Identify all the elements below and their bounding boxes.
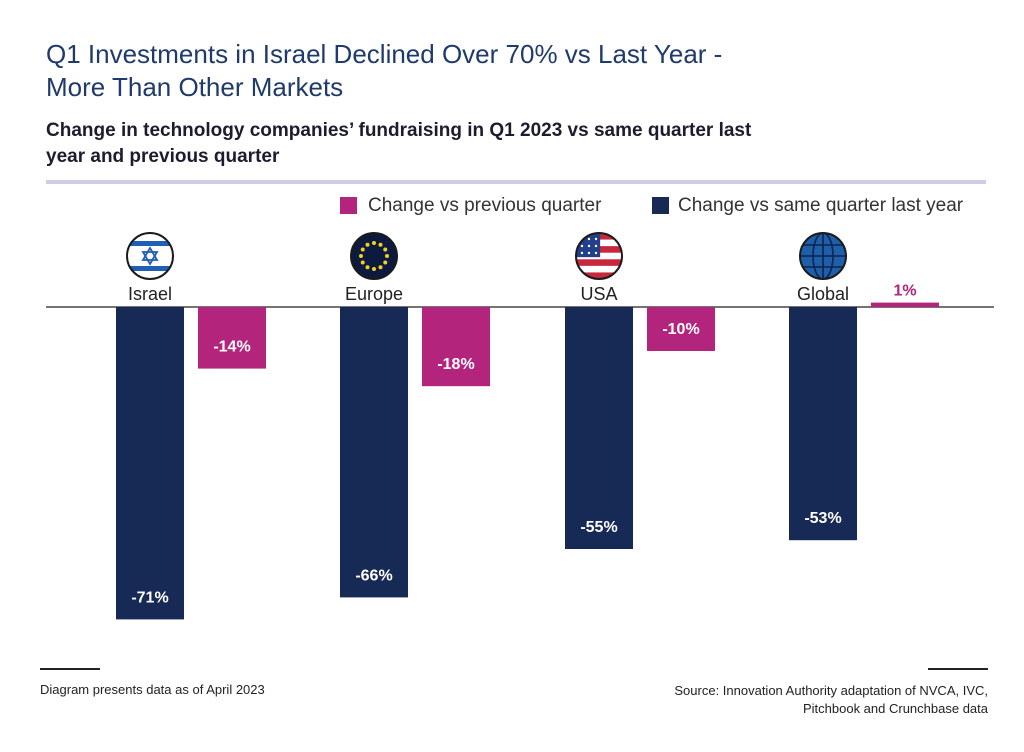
data-label-yoy-israel: -71% xyxy=(131,589,168,606)
legend-label-prev-quarter: Change vs previous quarter xyxy=(368,195,602,216)
chart-title: Q1 Investments in Israel Declined Over 7… xyxy=(46,38,986,104)
data-label-yoy-usa: -55% xyxy=(580,519,617,536)
footer-rule-right xyxy=(928,668,988,670)
legend-swatch-prev-quarter xyxy=(340,197,357,214)
category-label-global: Global xyxy=(797,284,849,304)
globe-icon xyxy=(799,232,847,280)
category-label-israel: Israel xyxy=(128,284,172,304)
footer-note: Diagram presents data as of April 2023 xyxy=(40,682,265,697)
legend-swatch-same-quarter-last-year xyxy=(652,197,669,214)
chart-subtitle-line-1: Change in technology companies’ fundrais… xyxy=(46,120,752,141)
data-label-prev-israel: -14% xyxy=(213,339,250,356)
chart-subtitle-line-2: year and previous quarter xyxy=(46,146,280,167)
bar-prev-israel xyxy=(198,307,266,369)
bar-yoy-europe xyxy=(340,307,408,598)
bar-prev-europe xyxy=(422,307,490,387)
legend-label-same-quarter-last-year: Change vs same quarter last year xyxy=(678,195,964,216)
bar-yoy-usa xyxy=(565,307,633,549)
footer-rule-left xyxy=(40,668,100,670)
data-label-yoy-global: -53% xyxy=(804,510,841,527)
usa-flag-icon xyxy=(575,232,623,280)
chart-subtitle: Change in technology companies’ fundrais… xyxy=(46,118,986,170)
bar-yoy-israel xyxy=(116,307,184,620)
data-label-prev-global: 1% xyxy=(893,283,916,300)
eu-flag-icon xyxy=(350,232,398,280)
chart-title-line-2: More Than Other Markets xyxy=(46,72,344,102)
category-label-europe: Europe xyxy=(345,284,403,304)
bar-yoy-global xyxy=(789,307,857,541)
category-label-usa: USA xyxy=(580,284,617,304)
source-line-1: Source: Innovation Authority adaptation … xyxy=(674,683,988,698)
bar-prev-global xyxy=(871,302,939,307)
chart-title-line-1: Q1 Investments in Israel Declined Over 7… xyxy=(46,39,723,69)
chart-legend: Change vs previous quarter Change vs sam… xyxy=(340,195,990,219)
header-divider xyxy=(46,180,986,184)
source-line-2: Pitchbook and Crunchbase data xyxy=(802,701,988,716)
data-label-prev-europe: -18% xyxy=(437,356,474,373)
bar-prev-usa xyxy=(647,307,715,351)
israel-flag-icon xyxy=(126,232,174,280)
data-label-prev-usa: -10% xyxy=(662,321,699,338)
footer-source: Source: Innovation Authority adaptation … xyxy=(674,682,988,718)
data-label-yoy-europe: -66% xyxy=(355,567,392,584)
